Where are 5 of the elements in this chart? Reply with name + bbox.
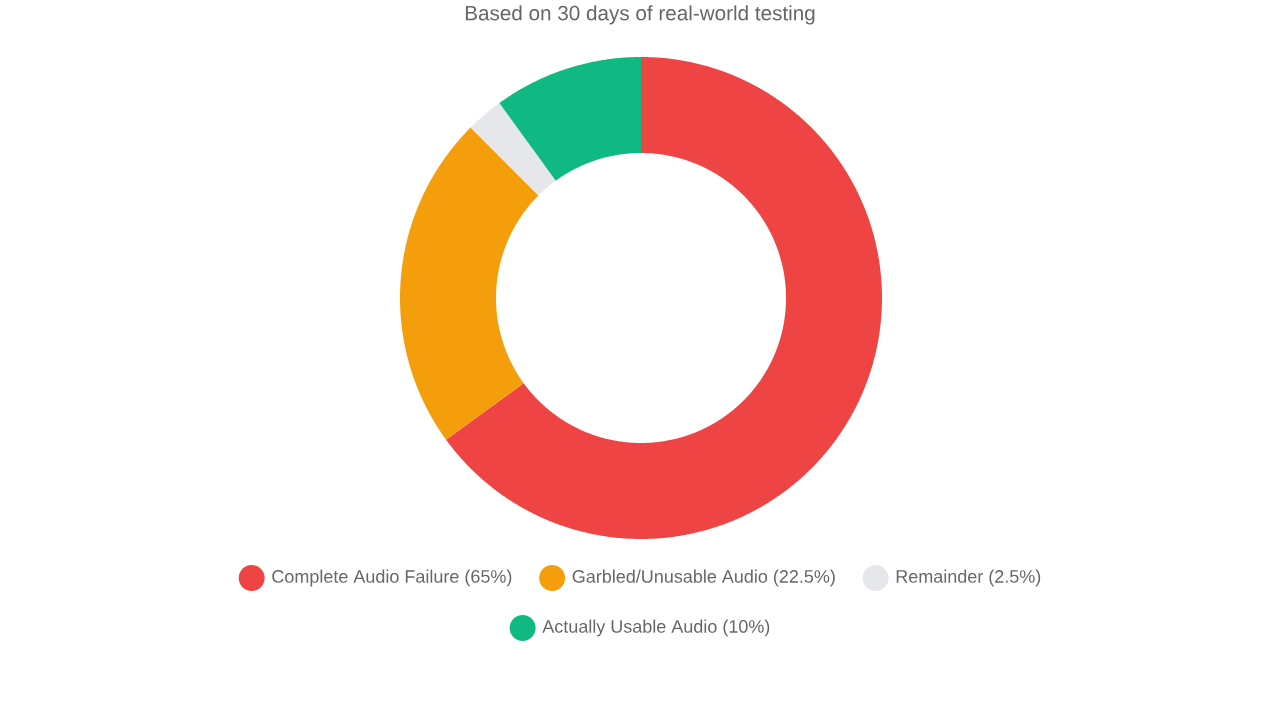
legend-label: Remainder (2.5%) [896, 569, 1041, 587]
chart-subtitle: Based on 30 days of real-world testing [465, 5, 815, 25]
legend-label: Actually Usable Audio (10%) [542, 619, 770, 637]
legend-label: Garbled/Unusable Audio (22.5%) [572, 569, 835, 587]
legend-label: Complete Audio Failure (65%) [272, 569, 512, 587]
